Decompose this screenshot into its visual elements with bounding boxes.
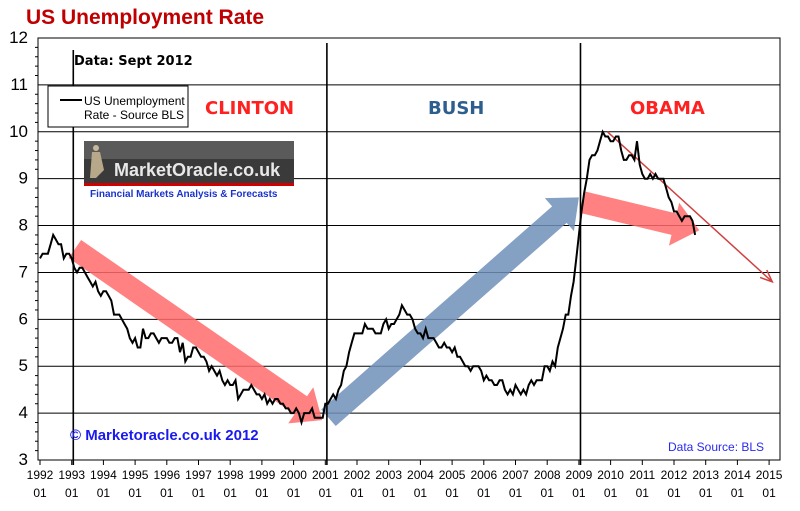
copyright-notice: © Marketoracle.co.uk 2012: [70, 427, 259, 444]
x-tick-month: 01: [762, 486, 776, 500]
x-tick-year: 2013: [692, 468, 719, 482]
x-tick-year: 2001: [312, 468, 339, 482]
y-tick-label: 7: [19, 262, 28, 281]
era-label-clinton: CLINTON: [205, 98, 294, 119]
x-tick-year: 2007: [502, 468, 529, 482]
x-tick-month: 01: [33, 486, 47, 500]
data-source-label: Data Source: BLS: [668, 440, 764, 454]
x-tick-year: 2009: [566, 468, 593, 482]
trend-arrow-head: [759, 269, 774, 284]
y-tick-label: 6: [19, 309, 28, 328]
x-tick-year: 2015: [756, 468, 783, 482]
trend-arrow: [68, 239, 323, 424]
y-tick-label: 12: [9, 28, 28, 47]
x-tick-month: 01: [414, 486, 428, 500]
x-tick-month: 01: [699, 486, 713, 500]
trend-arrow: [579, 191, 700, 246]
x-tick-month: 01: [287, 486, 301, 500]
x-tick-year: 2004: [407, 468, 434, 482]
x-tick-month: 01: [192, 486, 206, 500]
x-tick-month: 01: [255, 486, 269, 500]
y-tick-label: 9: [19, 169, 28, 188]
statue-icon: [90, 145, 104, 178]
chart-title: US Unemployment Rate: [26, 6, 264, 29]
x-tick-year: 2014: [724, 468, 751, 482]
x-tick-year: 1995: [122, 468, 149, 482]
y-tick-label: 10: [9, 122, 28, 141]
x-tick-month: 01: [477, 486, 491, 500]
x-tick-year: 1994: [90, 468, 117, 482]
x-tick-year: 1999: [249, 468, 276, 482]
x-tick-year: 2006: [470, 468, 497, 482]
legend-label-line1: US Unemployment: [84, 94, 185, 108]
x-tick-month: 01: [445, 486, 459, 500]
x-tick-year: 1996: [153, 468, 180, 482]
era-label-bush: BUSH: [428, 98, 484, 119]
x-tick-month: 01: [572, 486, 586, 500]
x-tick-month: 01: [667, 486, 681, 500]
x-tick-month: 01: [160, 486, 174, 500]
x-tick-month: 01: [350, 486, 364, 500]
x-tick-month: 01: [65, 486, 79, 500]
x-tick-month: 01: [382, 486, 396, 500]
y-tick-label: 5: [19, 356, 28, 375]
x-tick-month: 01: [509, 486, 523, 500]
y-tick-label: 11: [10, 75, 28, 94]
x-tick-month: 01: [731, 486, 745, 500]
marketoracle-logo: MarketOracle.co.uk Financial Markets Ana…: [84, 141, 294, 200]
x-tick-year: 2002: [344, 468, 371, 482]
y-tick-label: 8: [19, 216, 28, 235]
data-date-label: Data: Sept 2012: [74, 54, 193, 69]
x-tick-year: 2010: [597, 468, 624, 482]
x-tick-month: 01: [541, 486, 555, 500]
x-tick-month: 01: [128, 486, 142, 500]
x-tick-year: 2008: [534, 468, 561, 482]
logo-tagline: Financial Markets Analysis & Forecasts: [90, 189, 278, 200]
x-tick-year: 1992: [27, 468, 54, 482]
x-tick-year: 2011: [629, 468, 655, 482]
x-tick-month: 01: [97, 486, 111, 500]
x-tick-year: 1998: [217, 468, 244, 482]
x-tick-month: 01: [604, 486, 618, 500]
plot-frame: [37, 37, 781, 461]
x-tick-month: 01: [319, 486, 333, 500]
legend-label-line2: Rate - Source BLS: [84, 108, 184, 122]
x-tick-year: 1993: [58, 468, 85, 482]
x-tick-year: 2005: [439, 468, 466, 482]
trend-arrow: [321, 197, 579, 427]
legend: US Unemployment Rate - Source BLS: [47, 85, 189, 128]
y-tick-label: 4: [19, 403, 28, 422]
x-tick-month: 01: [636, 486, 650, 500]
x-tick-month: 01: [224, 486, 238, 500]
x-tick-year: 1997: [185, 468, 212, 482]
y-tick-label: 3: [19, 450, 28, 469]
x-tick-year: 2000: [280, 468, 307, 482]
series-line-unemployment: [39, 129, 697, 427]
x-tick-year: 2012: [661, 468, 688, 482]
x-tick-year: 2003: [375, 468, 402, 482]
era-label-obama: OBAMA: [630, 98, 705, 119]
logo-text: MarketOracle.co.uk: [114, 160, 281, 180]
